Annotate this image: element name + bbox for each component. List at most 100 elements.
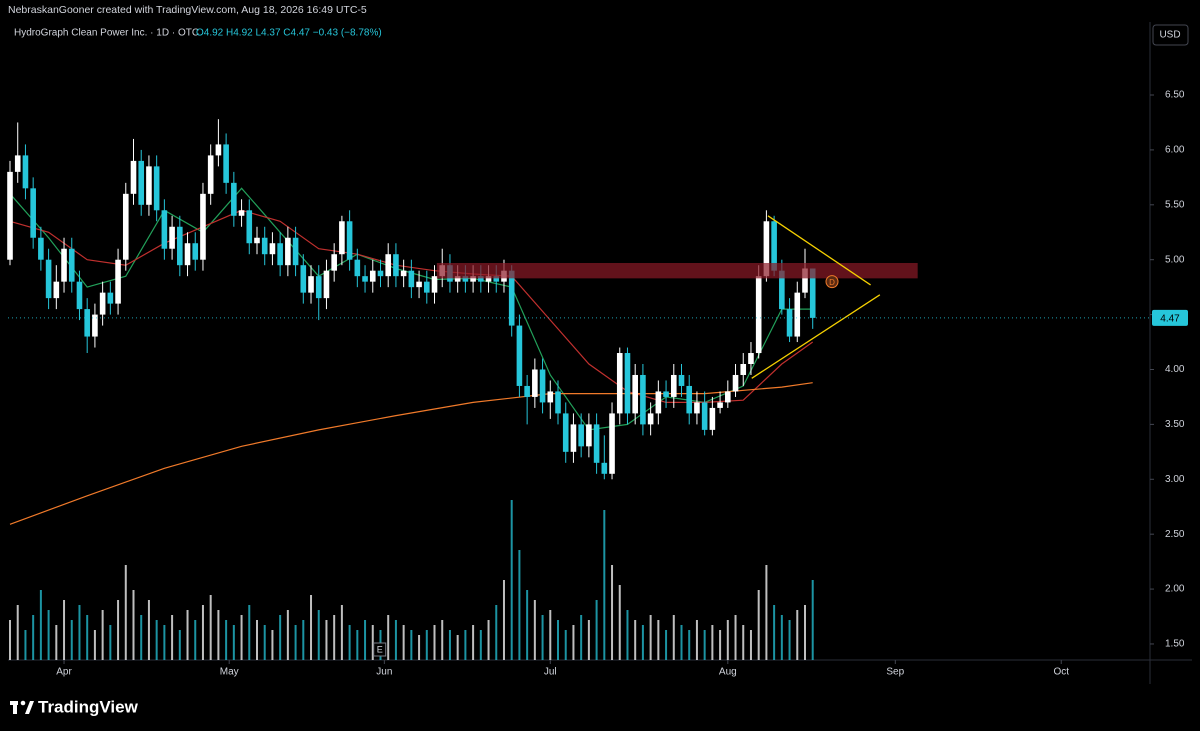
candle-body <box>748 353 754 365</box>
candle-body <box>539 369 546 403</box>
candle <box>45 248 52 310</box>
candle <box>84 298 90 354</box>
currency-box[interactable] <box>1152 24 1189 46</box>
candle-body <box>238 210 245 216</box>
y-tick-label: 6.50 <box>1165 90 1185 101</box>
candle <box>7 160 13 266</box>
last-price-box <box>1152 309 1188 326</box>
candle <box>153 155 160 222</box>
currency[interactable]: USD <box>1159 30 1180 41</box>
candle-body <box>30 188 36 238</box>
candle-body <box>616 353 623 414</box>
candle-body <box>678 374 685 386</box>
candle <box>238 199 245 227</box>
y-tick-label: 2.50 <box>1165 529 1185 540</box>
candle <box>694 391 700 425</box>
candle <box>431 265 438 304</box>
candle <box>562 402 569 463</box>
candle-body <box>717 402 723 408</box>
candle-body <box>339 221 345 255</box>
candle <box>38 226 44 271</box>
candle-body <box>794 292 801 337</box>
candle-body <box>562 413 569 452</box>
candle <box>578 413 584 458</box>
candle <box>570 413 577 463</box>
moving-average <box>9 382 813 525</box>
candle-body <box>285 237 291 266</box>
candle-body <box>122 193 129 260</box>
candle-body <box>161 210 168 249</box>
candle <box>748 342 754 375</box>
candle-body <box>200 193 206 260</box>
candle-body <box>771 221 777 271</box>
candle <box>755 265 762 359</box>
x-tick-label: Apr <box>56 667 72 678</box>
candle <box>555 380 561 425</box>
candle-body <box>146 166 152 205</box>
candle-body <box>454 276 461 282</box>
candle-body <box>92 314 98 337</box>
candle-body <box>555 391 561 414</box>
candle <box>161 199 168 260</box>
candle <box>339 215 345 266</box>
candle <box>107 281 114 315</box>
candle-body <box>570 424 577 452</box>
candle <box>184 232 191 277</box>
event-marker <box>825 275 839 289</box>
candle-body <box>393 254 399 277</box>
x-tick-label: Aug <box>719 667 737 678</box>
candle <box>725 380 731 408</box>
candle-body <box>84 309 90 337</box>
candle <box>393 243 399 288</box>
candle <box>30 177 36 249</box>
candle <box>408 259 415 299</box>
candle <box>377 259 384 288</box>
candle <box>285 226 291 277</box>
candle <box>732 364 739 397</box>
candle-body <box>640 374 646 425</box>
candle <box>586 413 592 458</box>
event-label: E <box>377 644 383 654</box>
candle-body <box>362 276 368 282</box>
candle-body <box>300 265 307 293</box>
candle <box>369 259 376 293</box>
candle-body <box>115 259 121 304</box>
candle-body <box>22 155 29 189</box>
candle-body <box>223 144 229 183</box>
candle <box>632 364 638 425</box>
candle-body <box>354 259 361 277</box>
candle <box>169 215 175 260</box>
candle-body <box>462 276 469 282</box>
x-tick-label: Oct <box>1053 667 1069 678</box>
candle-body <box>809 268 816 318</box>
candle-body <box>524 385 530 397</box>
candle-body <box>624 353 631 414</box>
x-tick-label: Jul <box>544 667 557 678</box>
candle <box>400 259 407 288</box>
header: NebraskanGooner created with TradingView… <box>8 4 367 16</box>
candle-body <box>14 155 21 172</box>
candle <box>678 364 685 397</box>
candle-body <box>192 243 199 260</box>
candle <box>277 232 283 277</box>
candle-body <box>38 237 44 260</box>
y-tick-label: 5.50 <box>1165 199 1185 210</box>
candle <box>609 402 615 480</box>
candle-body <box>138 160 145 205</box>
candle <box>717 391 723 414</box>
candle <box>231 171 237 227</box>
candle-body <box>68 248 75 282</box>
candle <box>200 182 206 271</box>
footer: TradingView <box>38 697 139 716</box>
moving-average <box>9 187 813 431</box>
candle-body <box>609 413 615 474</box>
candle-body <box>431 276 438 293</box>
candle-body <box>53 281 60 299</box>
candle-body <box>231 182 237 216</box>
candle <box>709 396 716 436</box>
candle <box>261 226 268 266</box>
candle <box>207 144 214 205</box>
candle <box>146 155 152 216</box>
